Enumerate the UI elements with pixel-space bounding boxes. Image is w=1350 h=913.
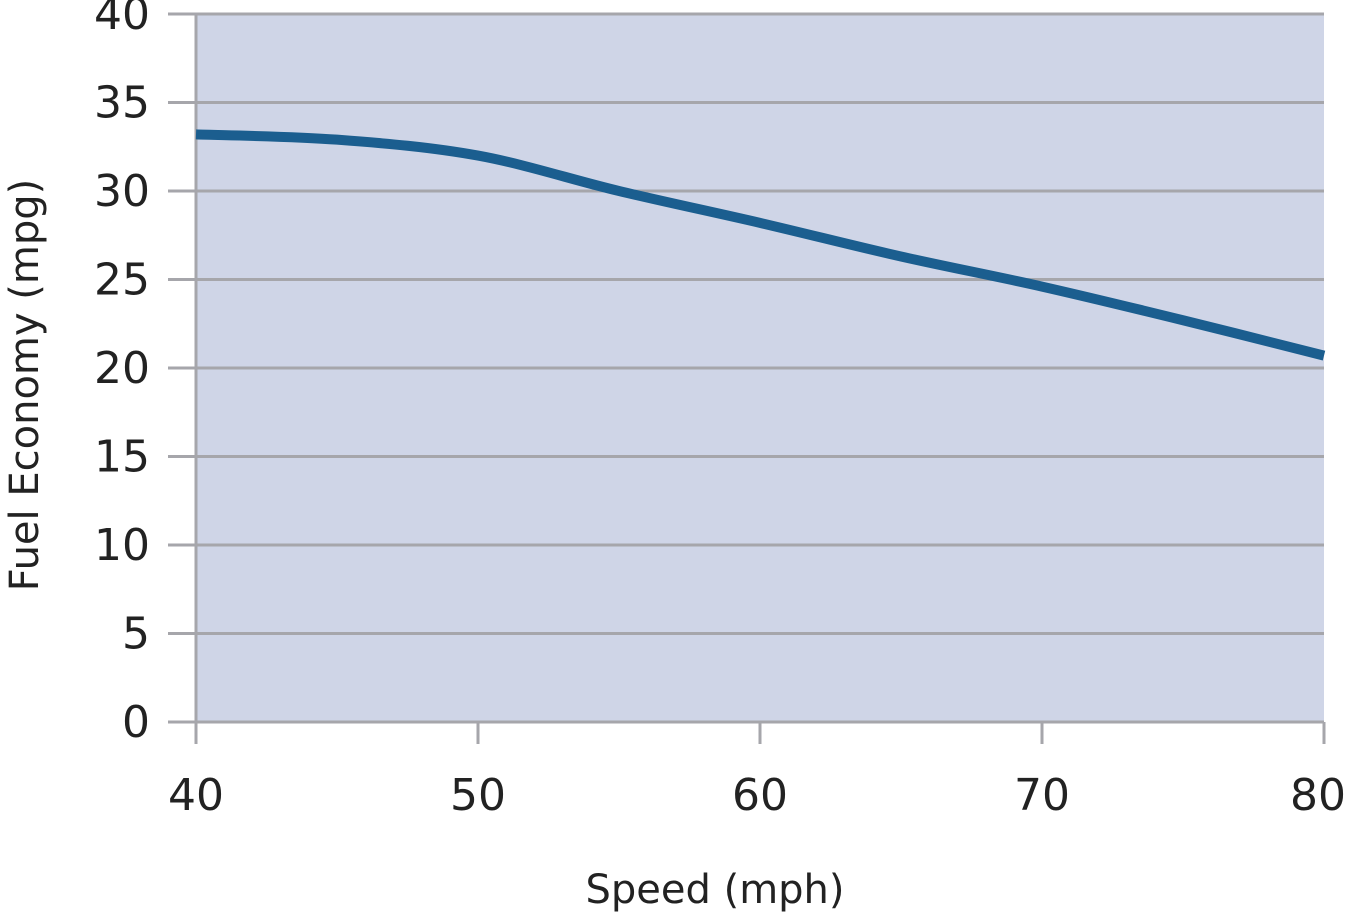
series-line bbox=[195, 129, 1326, 361]
y-tick-label: 15 bbox=[94, 432, 150, 483]
y-tick-label: 30 bbox=[94, 166, 150, 217]
y-tick-label: 5 bbox=[122, 609, 150, 660]
y-tick-labels: 0 5 10 15 20 25 30 35 40 bbox=[94, 0, 150, 748]
y-tick-label: 40 bbox=[94, 0, 150, 40]
x-tick-label: 40 bbox=[168, 770, 224, 821]
y-tick-label: 0 bbox=[122, 697, 150, 748]
x-axis-title: Speed (mph) bbox=[585, 867, 844, 913]
x-tick-label: 70 bbox=[1014, 770, 1070, 821]
grid-lines bbox=[168, 12, 1324, 635]
x-tick-labels: 40 50 60 70 80 bbox=[168, 770, 1346, 821]
x-tick-label: 60 bbox=[732, 770, 788, 821]
series-layer bbox=[195, 129, 1326, 361]
y-axis-title: Fuel Economy (mpg) bbox=[2, 179, 48, 591]
y-tick-label: 35 bbox=[94, 78, 150, 129]
x-tick-label: 50 bbox=[450, 770, 506, 821]
y-tick-label: 20 bbox=[94, 343, 150, 394]
x-tick-label: 80 bbox=[1290, 770, 1346, 821]
y-tick-label: 25 bbox=[94, 255, 150, 306]
y-tick-label: 10 bbox=[94, 520, 150, 571]
